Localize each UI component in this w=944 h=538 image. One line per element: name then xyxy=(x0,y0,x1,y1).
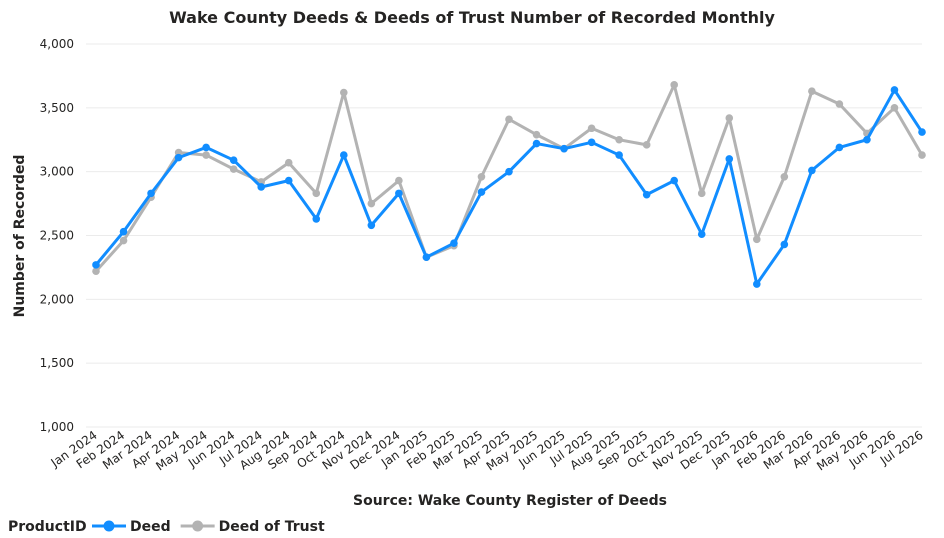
gridlines xyxy=(86,43,922,428)
data-point-deed-of-trust xyxy=(918,151,926,159)
data-point-deed-of-trust xyxy=(615,135,623,144)
data-point-deed-of-trust xyxy=(284,158,293,167)
legend-swatch-marker xyxy=(192,520,204,532)
y-tick-label: 3,000 xyxy=(40,165,74,179)
data-point-deed-of-trust xyxy=(670,81,678,89)
data-point-deed xyxy=(147,189,155,198)
data-point-deed-of-trust xyxy=(890,104,899,112)
data-point-deed xyxy=(615,151,623,159)
data-point-deed-of-trust xyxy=(808,87,816,96)
data-point-deed xyxy=(395,189,403,198)
data-point-deed xyxy=(312,215,321,223)
data-point-deed xyxy=(890,86,899,94)
y-axis-ticks: 1,000 1,500 2,000 2,500 3,000 3,500 4,000 xyxy=(40,37,74,434)
data-point-deed xyxy=(257,183,266,191)
data-point-deed xyxy=(422,253,431,262)
data-point-deed-of-trust xyxy=(395,176,403,185)
legend-items: Deed Deed of Trust xyxy=(92,519,325,535)
data-point-deed-of-trust xyxy=(477,172,486,181)
data-point-deed-of-trust xyxy=(587,124,596,133)
y-tick-label: 2,000 xyxy=(40,292,74,306)
data-point-deed-of-trust xyxy=(505,115,513,124)
legend-label: Deed of Trust xyxy=(219,519,325,535)
data-point-deed xyxy=(229,156,238,164)
data-point-deed xyxy=(670,176,678,185)
data-point-deed xyxy=(808,166,816,175)
data-point-deed xyxy=(780,240,789,249)
series-deed xyxy=(92,86,926,288)
data-point-deed-of-trust xyxy=(780,172,789,181)
legend-label: Deed xyxy=(130,519,171,535)
y-tick-label: 1,000 xyxy=(40,420,74,434)
data-point-deed xyxy=(863,135,871,144)
legend-item-deed: Deed xyxy=(92,519,171,535)
x-axis-label: Source: Wake County Register of Deeds xyxy=(353,493,667,509)
series-group xyxy=(92,81,926,288)
y-tick-label: 4,000 xyxy=(40,37,74,51)
data-point-deed-of-trust xyxy=(835,100,844,108)
data-point-deed xyxy=(505,167,513,176)
data-point-deed-of-trust xyxy=(312,189,321,198)
data-point-deed xyxy=(92,261,100,269)
series-line-deed-of-trust xyxy=(94,83,924,273)
data-point-deed-of-trust xyxy=(229,165,238,173)
y-axis-label: Number of Recorded xyxy=(12,155,28,318)
data-point-deed xyxy=(642,190,651,199)
data-point-deed-of-trust xyxy=(202,151,210,159)
data-point-deed xyxy=(367,221,376,230)
data-point-deed xyxy=(918,128,926,136)
y-tick-label: 2,500 xyxy=(40,229,74,243)
data-point-deed xyxy=(725,155,734,163)
y-tick-label: 3,500 xyxy=(40,101,74,115)
series-deed-of-trust xyxy=(92,81,926,276)
data-point-deed xyxy=(587,138,596,147)
data-point-deed-of-trust xyxy=(642,141,651,149)
data-point-deed xyxy=(340,151,348,159)
data-point-deed xyxy=(174,153,183,162)
data-point-deed xyxy=(450,239,458,247)
legend-item-deed-of-trust: Deed of Trust xyxy=(180,519,325,535)
data-point-deed xyxy=(697,230,706,239)
data-point-deed-of-trust xyxy=(753,235,761,244)
legend-swatch-marker xyxy=(103,520,115,532)
data-point-deed-of-trust xyxy=(697,189,706,198)
data-point-deed xyxy=(202,143,210,152)
data-point-deed xyxy=(284,176,293,185)
legend: ProductID Deed Deed of Trust xyxy=(8,519,325,535)
data-point-deed xyxy=(835,143,844,152)
data-point-deed xyxy=(477,188,486,196)
data-point-deed xyxy=(560,144,568,153)
data-point-deed xyxy=(753,280,761,288)
data-point-deed-of-trust xyxy=(532,130,541,139)
data-point-deed-of-trust xyxy=(340,88,348,97)
data-point-deed-of-trust xyxy=(725,114,734,122)
data-point-deed-of-trust xyxy=(367,199,376,208)
chart-title: Wake County Deeds & Deeds of Trust Numbe… xyxy=(169,8,775,27)
data-point-deed-of-trust xyxy=(119,236,128,245)
legend-title: ProductID xyxy=(8,519,87,535)
data-point-deed xyxy=(532,139,541,148)
data-point-deed-of-trust xyxy=(92,267,100,276)
data-point-deed xyxy=(119,227,128,236)
y-tick-label: 1,500 xyxy=(40,356,74,370)
